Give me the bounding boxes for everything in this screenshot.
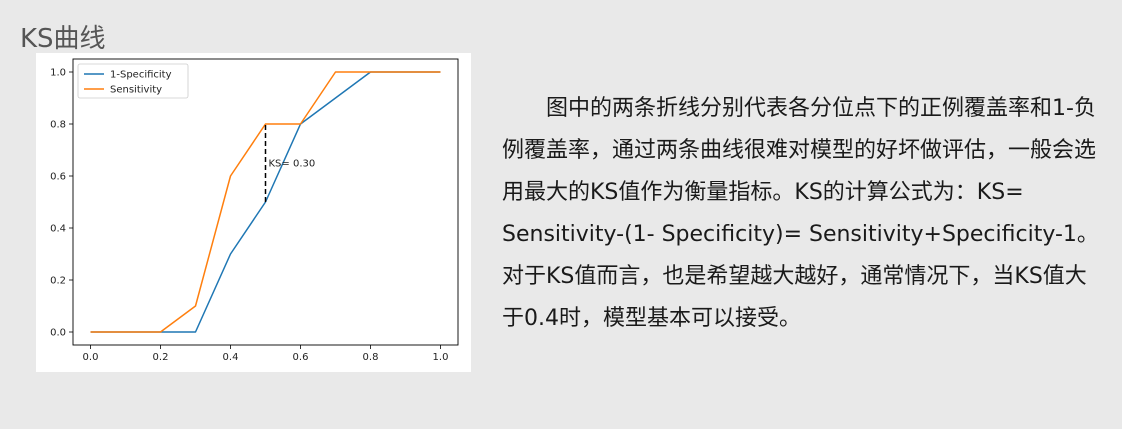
legend-label-1: 1-Specificity [110,70,172,81]
x-tick-label: 0.0 [83,352,99,363]
description-line: 情况下，当KS值大于0.4时，模型基本可以接受。 [502,264,1087,331]
description-text: 图中的两条折线分别代表各分位点下的正例覆盖率和1-负例覆盖率，通过两条曲线很难对… [502,88,1108,340]
x-tick-label: 0.2 [153,352,169,363]
ks-chart: 0.0 0.2 0.4 0.6 0.8 1.0 0.0 0.2 0.4 0.6 0.8 1.0 KS= … [50,58,459,363]
description-line: KS= Sensitivity-(1- Specificity)= Sensit… [502,180,1024,247]
series-line-2 [90,71,441,333]
y-tick-label: 0.0 [50,328,66,339]
description-line: 般会选用最大的KS值作为衡量指标。KS的计算公式为： [502,138,1097,205]
y-tick-label: 0.4 [50,224,66,235]
ks-annotation-label: KS= 0.30 [269,159,316,170]
y-tick-label: 1.0 [50,68,66,79]
y-tick-label: 0.2 [50,276,66,287]
legend-label-2: Sensitivity [110,85,162,96]
ks-chart-panel: 0.0 0.2 0.4 0.6 0.8 1.0 0.0 0.2 0.4 0.6 0.8 1.0 KS= … [36,53,471,372]
description-line: 图中的两条折线分别代表各分位点下的正例覆盖率和1 [546,96,1066,121]
y-tick-label: 0.6 [50,172,66,183]
x-tick-label: 0.4 [223,352,239,363]
slide-title: KS曲线 [20,24,106,54]
axes-frame [72,58,459,346]
x-tick-label: 0.6 [293,352,309,363]
x-tick-label: 1.0 [433,352,449,363]
legend-box [77,63,189,99]
description-line: -负例覆盖率，通过两条曲线很难对模型的好坏做评估，一 [502,96,1096,163]
x-tick-label: 0.8 [363,352,379,363]
description-line: Specificity-1。对于KS值而言，也是希望越大越好，通常 [502,222,1099,289]
y-tick-label: 0.8 [50,120,66,131]
